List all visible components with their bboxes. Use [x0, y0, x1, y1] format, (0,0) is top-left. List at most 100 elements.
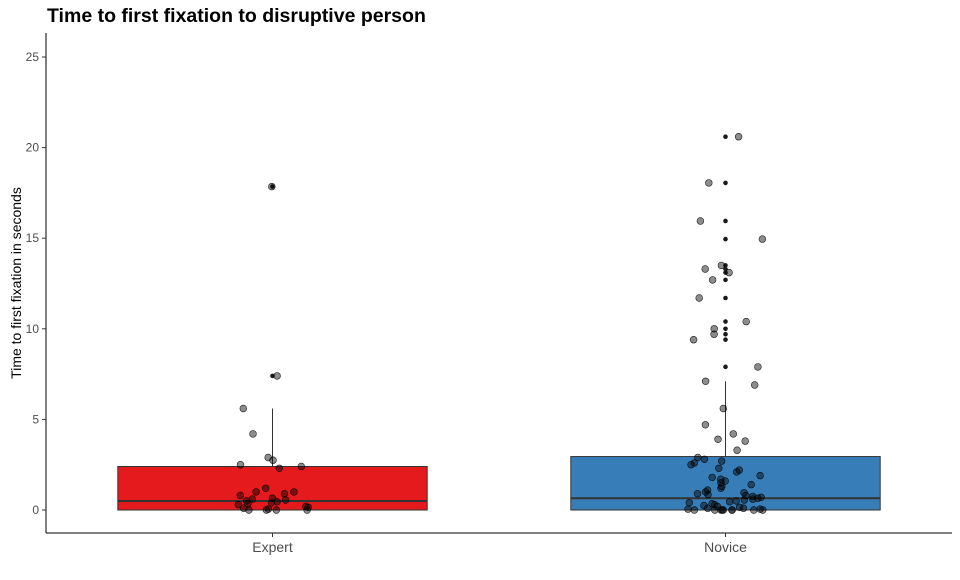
y-tick-label: 15 [26, 231, 40, 245]
data-point [234, 500, 243, 509]
data-point [749, 495, 757, 503]
data-point [696, 217, 705, 225]
data-point [275, 464, 283, 472]
data-point [249, 430, 257, 438]
y-tick-label: 0 [32, 503, 39, 517]
data-point [717, 457, 726, 465]
data-point [694, 453, 702, 462]
data-point [708, 473, 716, 482]
data-point [701, 421, 710, 429]
data-point [252, 488, 260, 496]
data-point [742, 317, 750, 326]
outlier-point [723, 331, 728, 337]
outlier-point [723, 134, 728, 140]
data-point [239, 404, 248, 413]
box-expert [117, 466, 428, 511]
data-point [759, 506, 767, 514]
data-point [704, 504, 712, 512]
data-point [750, 381, 759, 389]
data-point [268, 182, 276, 191]
y-tick-label: 25 [26, 50, 40, 64]
data-point [700, 455, 709, 463]
box-novice [570, 456, 881, 511]
data-point [719, 404, 727, 413]
data-point [728, 506, 736, 514]
x-tick-label: Expert [252, 539, 293, 555]
data-point [297, 462, 305, 471]
data-point [236, 461, 245, 469]
data-point [693, 490, 702, 498]
data-point [290, 488, 298, 496]
data-point [303, 506, 311, 514]
data-point [721, 477, 729, 485]
outlier-point [723, 364, 728, 370]
y-tick-label: 10 [26, 322, 40, 336]
data-point [725, 498, 734, 506]
data-point [717, 484, 725, 492]
data-point [747, 480, 755, 489]
data-point [262, 484, 270, 492]
data-point [280, 490, 289, 498]
outlier-point [723, 337, 728, 342]
data-point [740, 496, 748, 504]
data-point [758, 235, 767, 243]
data-point [717, 479, 725, 487]
data-point [756, 471, 764, 480]
y-tick-label: 5 [32, 412, 39, 426]
data-point [710, 330, 718, 338]
data-point [725, 268, 733, 277]
x-tick-label: Novice [704, 539, 747, 555]
outlier-point [723, 326, 728, 332]
data-point [739, 504, 748, 512]
data-point [689, 336, 698, 344]
outlier-point [723, 277, 728, 283]
data-point [245, 506, 253, 514]
outlier-point [723, 295, 728, 301]
points-layer [234, 133, 767, 514]
data-point [710, 325, 718, 333]
data-point [262, 506, 271, 514]
outlier-point [723, 236, 728, 242]
data-point [717, 261, 726, 270]
data-point [687, 461, 695, 469]
outlier-point [270, 184, 275, 189]
y-tick-label: 20 [26, 141, 40, 155]
data-point [708, 276, 717, 284]
data-point [715, 464, 723, 472]
data-point [714, 435, 722, 443]
data-point [732, 468, 741, 476]
data-point [684, 505, 692, 513]
data-point [244, 500, 252, 508]
data-point [704, 490, 712, 499]
data-point [685, 499, 693, 507]
data-point [711, 506, 719, 514]
data-point [741, 437, 749, 445]
data-point [729, 430, 737, 438]
data-point [690, 506, 698, 514]
data-point [273, 372, 281, 380]
data-point [733, 446, 741, 454]
data-point [732, 497, 740, 505]
y-axis-title: Time to first fixation in seconds [8, 187, 24, 379]
outlier-point [723, 180, 728, 186]
data-point [272, 506, 280, 514]
data-point [267, 499, 276, 507]
data-point [695, 294, 703, 302]
data-point [248, 495, 257, 503]
outlier-point [723, 218, 728, 224]
data-point [273, 498, 281, 506]
data-point [701, 265, 709, 273]
data-point [236, 491, 245, 500]
data-point [705, 179, 713, 187]
outlier-point [723, 319, 728, 324]
axes-layer: 0 5 10 15 20 25 Expert Novice Time to first fixa… [8, 33, 952, 555]
data-point [700, 501, 708, 510]
data-point [281, 496, 290, 504]
outlier-point [723, 263, 728, 268]
data-point [701, 377, 710, 385]
data-point [754, 363, 762, 371]
data-point [719, 506, 727, 514]
data-point [734, 133, 743, 141]
data-point [750, 506, 758, 514]
